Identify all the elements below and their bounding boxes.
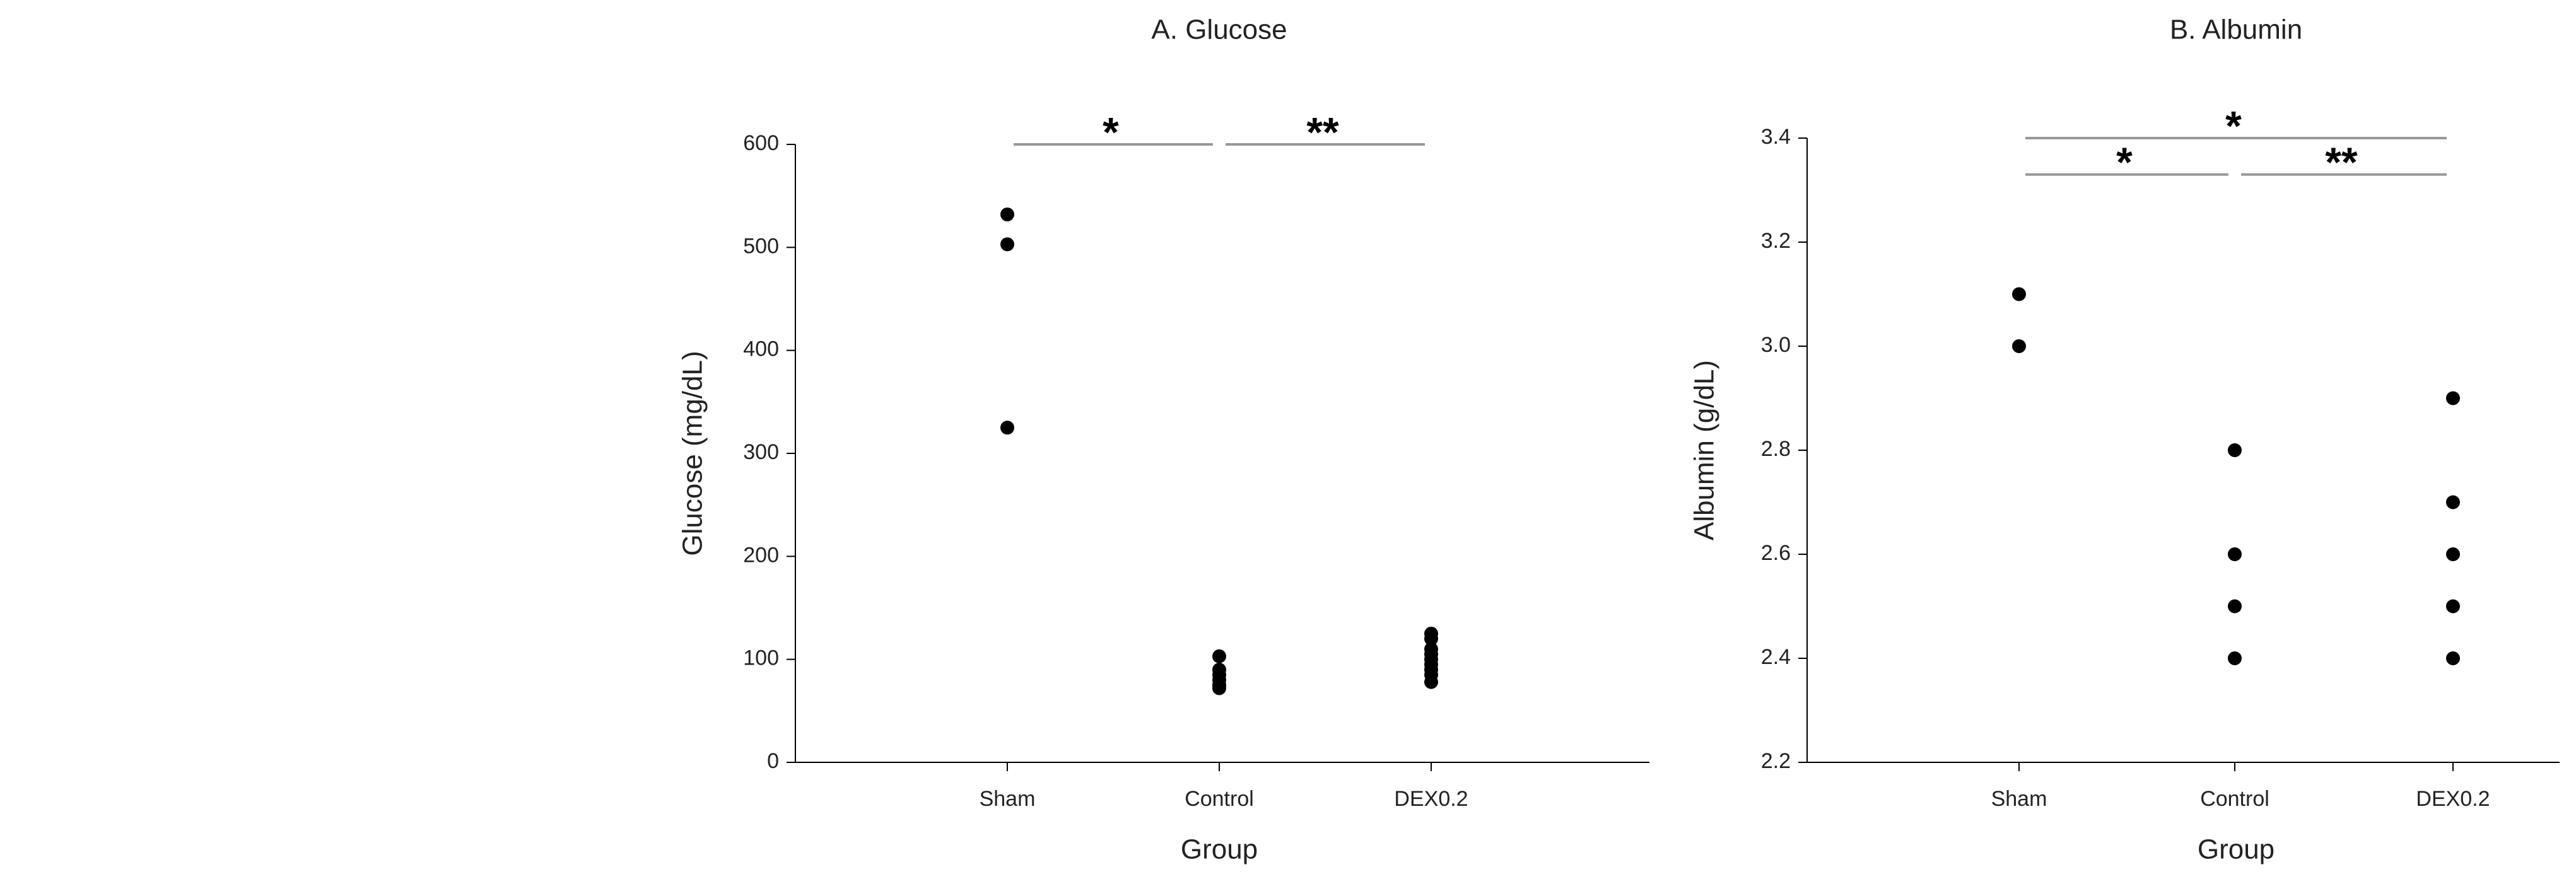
y-tick-label: 2.8 — [1761, 437, 1791, 461]
significance-label: * — [2225, 102, 2242, 149]
x-tick-label: Control — [1185, 787, 1254, 811]
y-tick-label: 400 — [743, 337, 779, 361]
y-tick-label: 2.4 — [1761, 645, 1791, 669]
significance-label: * — [2116, 139, 2133, 185]
data-point — [1212, 681, 1226, 696]
y-tick-label: 0 — [767, 749, 779, 773]
data-point — [2446, 547, 2460, 561]
data-point — [2228, 651, 2242, 665]
significance-label: * — [1103, 108, 1119, 155]
x-tick-label: DEX0.2 — [1394, 787, 1468, 811]
data-point — [1000, 237, 1014, 252]
y-tick-label: 600 — [743, 131, 779, 155]
y-tick-label: 300 — [743, 440, 779, 464]
chart-title: B. Albumin — [2170, 15, 2302, 45]
data-point — [1000, 207, 1014, 222]
data-point — [2228, 547, 2242, 561]
data-point — [1212, 649, 1226, 663]
x-axis-label: Group — [1181, 834, 1258, 865]
y-tick-label: 3.4 — [1761, 125, 1791, 149]
x-tick-label: Sham — [1991, 787, 2047, 811]
data-point — [2012, 287, 2026, 301]
y-tick-label: 200 — [743, 543, 779, 567]
y-tick-label: 2.6 — [1761, 541, 1791, 565]
data-point — [1424, 675, 1438, 689]
y-tick-label: 3.2 — [1761, 229, 1791, 253]
data-point — [2446, 391, 2460, 405]
y-tick-label: 100 — [743, 646, 779, 670]
data-point — [2228, 599, 2242, 614]
data-point — [2228, 443, 2242, 457]
data-point — [2446, 651, 2460, 665]
x-tick-label: Control — [2200, 787, 2269, 811]
significance-label: ** — [2325, 139, 2358, 185]
x-axis-label: Group — [2198, 834, 2274, 865]
x-tick-label: Sham — [980, 787, 1036, 811]
significance-label: ** — [1306, 108, 1339, 155]
y-tick-label: 500 — [743, 234, 779, 258]
data-point — [1000, 421, 1014, 435]
data-point — [2012, 339, 2026, 353]
data-point — [2446, 495, 2460, 509]
x-tick-label: DEX0.2 — [2416, 787, 2490, 811]
data-point — [2446, 599, 2460, 614]
data-point — [1424, 632, 1438, 646]
y-tick-label: 3.0 — [1761, 333, 1791, 357]
y-axis-label: Glucose (mg/dL) — [677, 351, 708, 556]
y-tick-label: 2.2 — [1761, 749, 1791, 773]
y-axis-label: Albumin (g/dL) — [1689, 360, 1720, 540]
chart-title: A. Glucose — [1151, 15, 1287, 45]
